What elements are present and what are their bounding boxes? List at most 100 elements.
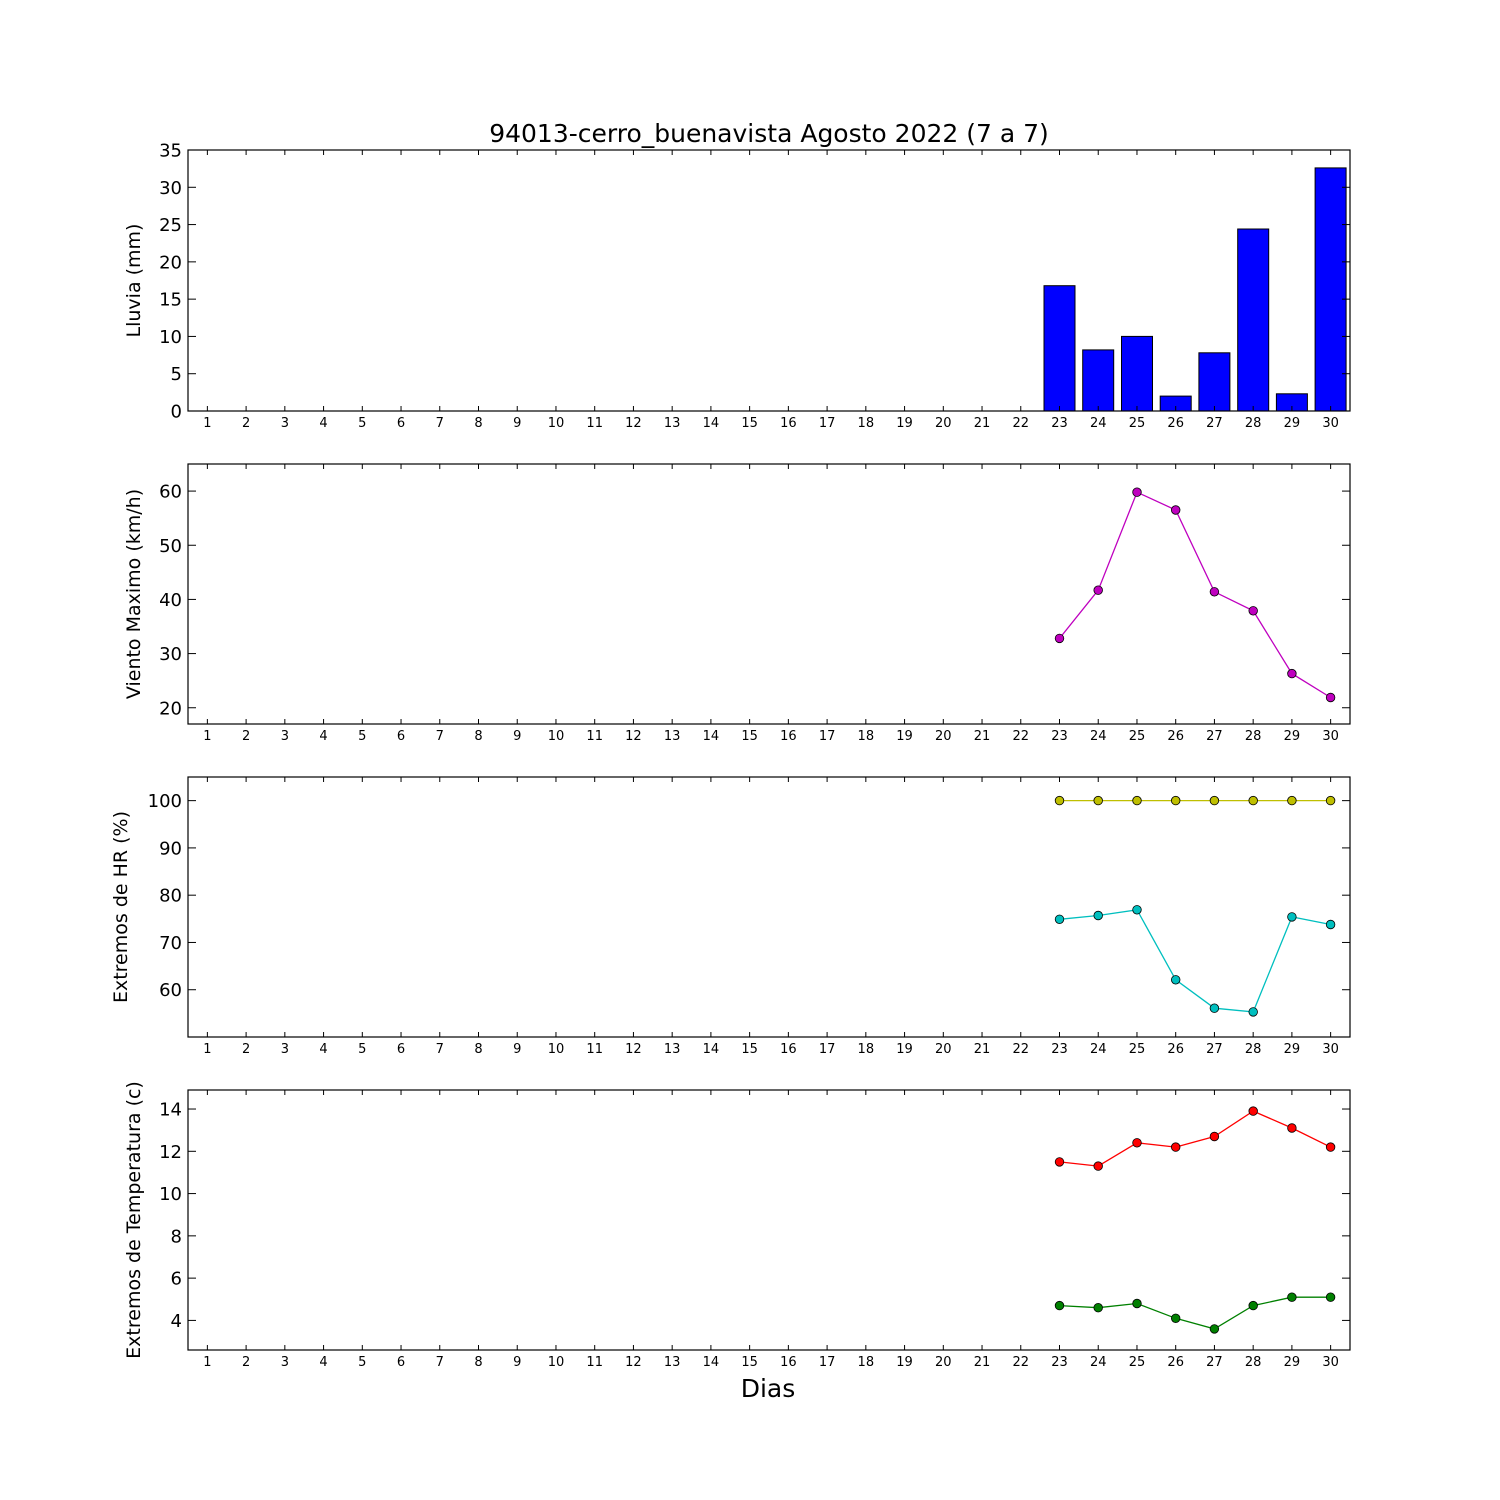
x-tick-label: 7: [436, 1355, 444, 1370]
axes-frame: [187, 776, 1351, 1038]
x-tick-label: 11: [586, 1355, 603, 1370]
x-tick-label: 2: [242, 729, 250, 744]
y-tick-label: 12: [159, 1142, 182, 1163]
x-tick-label: 28: [1245, 416, 1262, 431]
x-tick-label: 26: [1167, 416, 1184, 431]
x-tick-label: 10: [548, 1355, 565, 1370]
y-tick-label: 30: [159, 178, 182, 199]
y-tick-label: 10: [159, 1184, 182, 1205]
y-axis-label: Viento Maximo (km/h): [123, 489, 145, 699]
panel-3: 1 2 3 4 5 6 7 8 9 10 11 12 13 14 15 16 17 18 19 20 21 22 23 24 2…: [110, 776, 1351, 1057]
series-1-point-day-23: [1054, 795, 1065, 806]
bar-day-30: [1314, 167, 1347, 412]
series-1-point-day-25: [1132, 1138, 1142, 1148]
x-tick-label: 20: [935, 416, 952, 431]
series-1-point-day-23: [1054, 633, 1065, 644]
x-tick-label: 27: [1206, 416, 1223, 431]
x-tick-label: 1: [203, 729, 211, 744]
x-tick-label: 28: [1245, 729, 1262, 744]
series-2-line: [1059, 909, 1331, 1013]
x-tick-label: 3: [281, 729, 289, 744]
x-tick-label: 24: [1090, 1042, 1107, 1057]
x-tick-label: 1: [203, 416, 211, 431]
x-tick-label: 7: [436, 729, 444, 744]
x-tick-label: 19: [896, 416, 913, 431]
x-tick-label: 7: [436, 416, 444, 431]
x-tick-label: 3: [281, 416, 289, 431]
y-tick-label: 50: [159, 536, 182, 557]
series-1-line: [1058, 491, 1331, 699]
x-tick-label: 5: [358, 416, 366, 431]
x-tick-label: 16: [780, 1042, 797, 1057]
series-2-point-day-26: [1170, 1313, 1181, 1324]
y-tick-label: 14: [159, 1100, 182, 1121]
x-tick-label: 25: [1129, 729, 1146, 744]
x-tick-label: 7: [436, 1042, 444, 1057]
x-tick-label: 3: [281, 1355, 289, 1370]
x-tick-label: 20: [935, 1042, 952, 1057]
x-tick-label: 10: [548, 416, 565, 431]
series-1-point-day-28: [1248, 606, 1258, 616]
series-2-point-day-23: [1054, 914, 1065, 925]
x-tick-label: 25: [1129, 1355, 1146, 1370]
x-tick-label: 19: [896, 729, 913, 744]
y-tick-label: 60: [159, 482, 182, 503]
series-1-point-day-30: [1325, 692, 1336, 703]
y-tick-label: 25: [159, 215, 182, 236]
series-2-point-day-26: [1170, 975, 1181, 985]
x-tick-label: 19: [896, 1042, 913, 1057]
x-tick-label: 8: [474, 1355, 482, 1370]
x-tick-label: 6: [397, 416, 405, 431]
axes-frame: [187, 463, 1351, 725]
bar-day-27: [1198, 352, 1231, 412]
x-tick-label: 14: [703, 1355, 720, 1370]
x-tick-label: 29: [1284, 729, 1301, 744]
panel-1: 1 2 3 4 5 6 7 8 9 10 11 12 13 14 15 16 17 18 19 20 21 22 23 24 2…: [123, 141, 1351, 431]
y-tick-label: 5: [171, 364, 182, 385]
series-2-point-day-27: [1209, 1003, 1220, 1013]
x-tick-label: 6: [397, 729, 405, 744]
series-1-point-day-30: [1325, 795, 1336, 806]
y-tick-label: 4: [171, 1311, 182, 1332]
y-tick-label: 100: [148, 791, 182, 812]
series-1-point-day-25: [1132, 795, 1142, 806]
series-1-point-day-24: [1093, 795, 1103, 806]
x-tick-label: 26: [1167, 1042, 1184, 1057]
x-axis-label: Dias: [741, 1374, 796, 1403]
x-tick-label: 30: [1322, 1042, 1339, 1057]
series-1-point-day-29: [1287, 668, 1297, 679]
x-tick-label: 25: [1129, 1042, 1146, 1057]
chart-title: 94013-cerro_buenavista Agosto 2022 (7 a …: [489, 119, 1049, 148]
bar-day-24: [1082, 349, 1115, 412]
series-1-line: [1059, 1110, 1331, 1167]
x-tick-label: 16: [780, 416, 797, 431]
x-tick-label: 14: [703, 416, 720, 431]
panels: 1 2 3 4 5 6 7 8 9 10 11 12 13 14 15 16 17 18 19 20 21 22 23 24 2…: [110, 141, 1351, 1370]
x-tick-label: 23: [1051, 729, 1068, 744]
y-axis-label: Extremos de HR (%): [110, 811, 132, 1003]
x-tick-label: 29: [1284, 1042, 1301, 1057]
x-tick-label: 4: [319, 416, 327, 431]
x-tick-label: 9: [513, 1355, 521, 1370]
x-tick-label: 14: [703, 1042, 720, 1057]
series-2-point-day-25: [1132, 905, 1142, 915]
x-tick-label: 11: [586, 1042, 603, 1057]
series-2-point-day-24: [1093, 910, 1103, 921]
series-2-point-day-30: [1325, 1292, 1336, 1302]
x-tick-label: 18: [858, 1042, 875, 1057]
x-tick-label: 22: [1012, 729, 1029, 744]
x-tick-label: 18: [858, 1355, 875, 1370]
x-tick-label: 2: [242, 1355, 250, 1370]
panel-4: 1 2 3 4 5 6 7 8 9 10 11 12 13 14 15 16 17 18 19 20 21 22 23 24 2…: [123, 1081, 1351, 1370]
x-tick-label: 2: [242, 1042, 250, 1057]
y-axis-label: Extremos de Temperatura (c): [123, 1081, 145, 1359]
x-tick-label: 4: [319, 1042, 327, 1057]
y-tick-label: 60: [159, 980, 182, 1001]
x-tick-label: 21: [974, 1355, 991, 1370]
bar-day-25: [1121, 335, 1153, 412]
y-tick-label: 70: [159, 933, 182, 954]
x-tick-label: 15: [741, 1355, 758, 1370]
bar-day-23: [1043, 285, 1076, 412]
x-tick-label: 26: [1167, 1355, 1184, 1370]
